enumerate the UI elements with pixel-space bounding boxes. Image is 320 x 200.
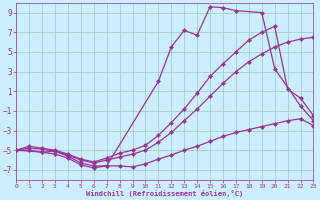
X-axis label: Windchill (Refroidissement éolien,°C): Windchill (Refroidissement éolien,°C)	[86, 190, 244, 197]
